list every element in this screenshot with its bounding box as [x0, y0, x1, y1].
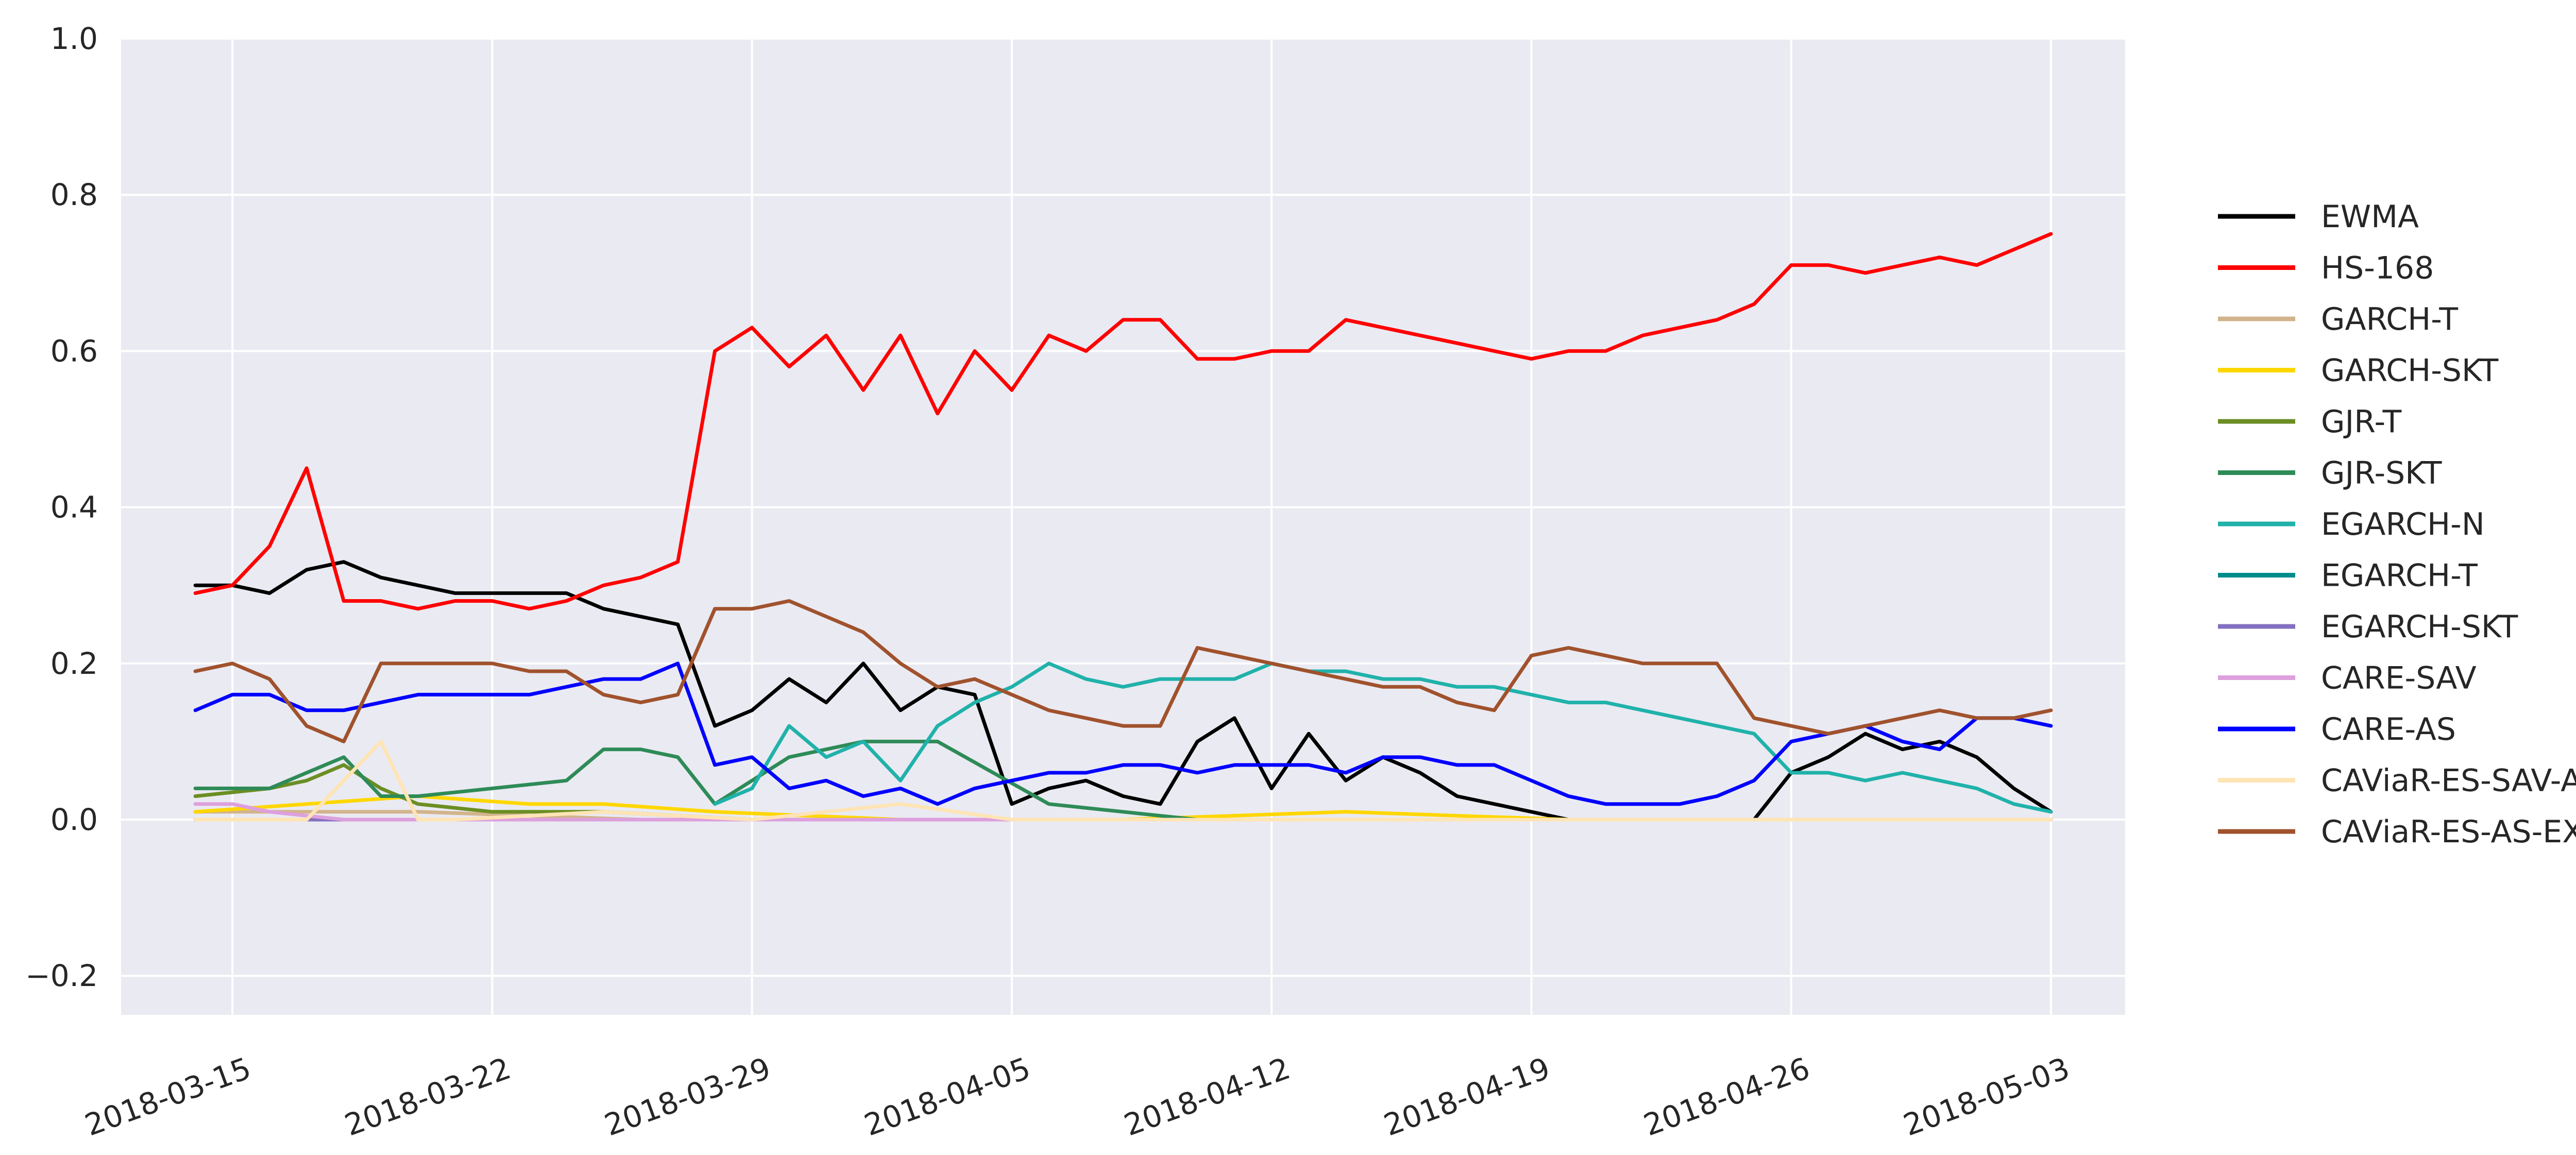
- legend-label: GARCH-SKT: [2321, 353, 2499, 389]
- series-line-caviar-es-sav-ar: [193, 739, 2053, 822]
- y-tick-label: 0.0: [50, 802, 98, 837]
- x-tick-labels: 2018-03-15 2018-03-22 2018-03-29 2018-04-05…: [80, 1050, 2074, 1143]
- legend-label: GARCH-T: [2321, 301, 2458, 337]
- x-tick-label: 2018-04-12: [1120, 1050, 1295, 1143]
- y-tick-labels: −0.2 0.0 0.2 0.4 0.6 0.8 1.0: [25, 21, 98, 993]
- y-tick-label: 0.2: [50, 646, 98, 681]
- legend-label: CARE-AS: [2321, 711, 2456, 748]
- y-tick-label: −0.2: [25, 958, 98, 993]
- legend-label: EGARCH-N: [2321, 506, 2485, 542]
- y-tick-label: 0.4: [50, 490, 98, 525]
- legend: EWMA HS-168 GARCH-T GARCH-SKT GJR-T GJR-SKT EG…: [2218, 199, 2576, 850]
- x-tick-label: 2018-05-03: [1899, 1050, 2074, 1143]
- series-layer: [193, 232, 2053, 822]
- x-tick-label: 2018-04-26: [1639, 1050, 1814, 1143]
- x-tick-label: 2018-03-15: [80, 1050, 256, 1143]
- legend-label: GJR-SKT: [2321, 455, 2442, 491]
- legend-label: EWMA: [2321, 199, 2419, 235]
- legend-label: EGARCH-T: [2321, 558, 2478, 594]
- x-tick-label: 2018-04-05: [860, 1050, 1035, 1143]
- x-tick-label: 2018-04-19: [1379, 1050, 1554, 1143]
- legend-label: CARE-SAV: [2321, 660, 2477, 697]
- series-line-caviar-es-as-exp: [193, 599, 2053, 743]
- plot-background: [121, 39, 2125, 1015]
- series-line-egarch-n: [713, 661, 2053, 814]
- legend-label: CAViaR-ES-SAV-AR: [2321, 763, 2576, 799]
- y-tick-label: 1.0: [50, 21, 98, 56]
- series-line-hs-168: [193, 232, 2053, 611]
- series-line-care-as: [193, 661, 2053, 806]
- y-tick-label: 0.8: [50, 177, 98, 212]
- legend-label: EGARCH-SKT: [2321, 609, 2518, 645]
- y-tick-label: 0.6: [50, 333, 98, 368]
- legend-label: HS-168: [2321, 250, 2434, 286]
- x-tick-label: 2018-03-22: [340, 1050, 515, 1143]
- x-tick-label: 2018-03-29: [600, 1050, 775, 1143]
- legend-label: CAViaR-ES-AS-EXP: [2321, 814, 2576, 850]
- legend-label: GJR-T: [2321, 404, 2402, 440]
